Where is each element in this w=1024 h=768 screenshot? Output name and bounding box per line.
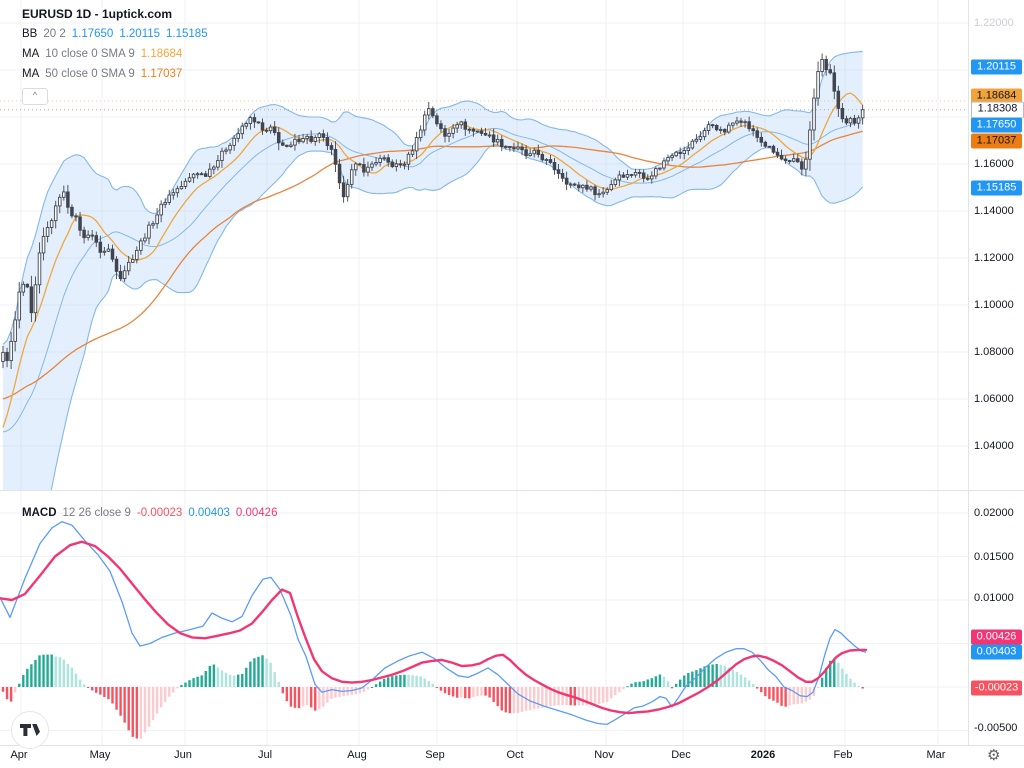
time-axis-label: Jun xyxy=(174,749,192,761)
time-axis-label: Dec xyxy=(671,749,691,761)
bb-upper-value: 1.20115 xyxy=(119,28,161,40)
time-axis-label: Nov xyxy=(594,749,614,761)
indicator-params: 50 close 0 SMA 9 xyxy=(45,68,135,80)
time-axis-label: Mar xyxy=(926,749,946,761)
indicator-name: MA xyxy=(22,48,40,60)
price-label-badge: 1.15185 xyxy=(971,180,1022,196)
macd-signal-line xyxy=(0,540,868,715)
price-tick-label: 1.22000 xyxy=(974,17,1014,29)
main-price-pane xyxy=(0,50,968,490)
time-axis-label: Jul xyxy=(257,749,273,761)
bollinger-basis-line xyxy=(2,118,863,433)
bollinger-lower-line xyxy=(50,144,864,490)
indicator-name: MA xyxy=(22,68,40,80)
price-tick-label: 1.04000 xyxy=(974,440,1014,452)
chevron-up-icon[interactable]: ^ xyxy=(22,88,48,105)
macd-signal-value: 0.00426 xyxy=(235,507,278,519)
indicator-row-macd[interactable]: MACD 12 26 close 9 -0.00023 0.00403 0.00… xyxy=(22,503,277,523)
symbol-title: EURUSD 1D - 1uptick.com xyxy=(22,7,173,21)
indicator-name: BB xyxy=(22,28,38,40)
macd-pane xyxy=(0,521,868,739)
macd-line xyxy=(0,521,867,726)
settings-gear-icon[interactable]: ⚙ xyxy=(987,747,1001,764)
macd-line-value: 0.00403 xyxy=(188,507,230,519)
macd-tick-label: 0.01500 xyxy=(974,551,1014,563)
bb-lower-value: 1.15185 xyxy=(166,28,208,40)
time-axis-label: Oct xyxy=(506,749,524,761)
macd-tick-label: 0.02000 xyxy=(974,507,1014,519)
ma10-line xyxy=(2,92,864,428)
price-label-badge: 1.17037 xyxy=(971,133,1022,149)
macd-label-badge: 0.00426 xyxy=(971,629,1022,645)
macd-tick-label: 0.01000 xyxy=(974,592,1014,604)
indicator-row-bb[interactable]: BB 20 2 1.17650 1.20115 1.15185 xyxy=(22,24,208,44)
tradingview-logo-icon[interactable] xyxy=(11,711,49,749)
tv-glyph xyxy=(20,724,40,736)
indicator-params: 10 close 0 SMA 9 xyxy=(45,48,135,60)
price-label-badge: 1.17650 xyxy=(971,117,1022,133)
macd-hist-value: -0.00023 xyxy=(136,507,183,519)
price-tick-label: 1.14000 xyxy=(974,205,1014,217)
main-legend: EURUSD 1D - 1uptick.com BB 20 2 1.17650 … xyxy=(22,4,208,105)
ma50-line xyxy=(2,130,863,400)
indicator-params: 12 26 close 9 xyxy=(62,507,131,519)
price-tick-label: 1.12000 xyxy=(974,252,1014,264)
ma50-value: 1.17037 xyxy=(140,68,183,80)
ma10-value: 1.18684 xyxy=(140,48,183,60)
price-label-badge: 1.18308 xyxy=(971,101,1024,119)
time-axis-label: Feb xyxy=(833,749,853,761)
price-tick-label: 1.08000 xyxy=(974,346,1014,358)
indicator-params: 20 2 xyxy=(43,28,66,40)
bb-basis-value: 1.17650 xyxy=(71,28,114,40)
indicator-name: MACD xyxy=(22,507,57,519)
time-axis-label: Aug xyxy=(347,749,367,761)
time-axis-label: 2026 xyxy=(750,749,776,761)
pane-separators xyxy=(0,0,1024,746)
macd-label-badge: 0.00403 xyxy=(971,644,1022,660)
price-label-badge: 1.20115 xyxy=(971,59,1022,75)
price-label-badge: 1.18684 xyxy=(971,88,1022,104)
price-tick-label: 1.06000 xyxy=(974,393,1014,405)
indicator-row-ma10[interactable]: MA 10 close 0 SMA 9 1.18684 xyxy=(22,44,208,64)
candlestick-series xyxy=(1,53,865,370)
price-tick-label: 1.16000 xyxy=(974,158,1014,170)
time-axis-label: Sep xyxy=(425,749,445,761)
macd-label-badge: -0.00023 xyxy=(971,680,1022,696)
price-tick-label: 1.10000 xyxy=(974,299,1014,311)
time-axis-label: Apr xyxy=(10,749,28,761)
time-axis-label: May xyxy=(89,749,111,761)
indicator-row-ma50[interactable]: MA 50 close 0 SMA 9 1.17037 xyxy=(22,64,208,84)
grid-lines xyxy=(0,0,968,745)
macd-tick-label: -0.00500 xyxy=(974,722,1018,734)
